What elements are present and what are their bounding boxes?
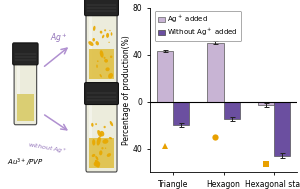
- Ellipse shape: [108, 42, 110, 43]
- Text: Ag$^+$: Ag$^+$: [50, 32, 68, 45]
- Ellipse shape: [93, 26, 95, 31]
- FancyBboxPatch shape: [13, 43, 38, 65]
- Ellipse shape: [97, 157, 98, 159]
- Ellipse shape: [104, 59, 108, 63]
- Ellipse shape: [111, 32, 112, 36]
- FancyBboxPatch shape: [86, 96, 117, 172]
- Ellipse shape: [106, 33, 109, 38]
- FancyBboxPatch shape: [85, 83, 118, 105]
- Bar: [258, 101, 274, 105]
- Ellipse shape: [95, 123, 97, 125]
- Ellipse shape: [97, 130, 102, 137]
- Bar: [89, 13, 92, 77]
- FancyBboxPatch shape: [14, 57, 37, 125]
- FancyBboxPatch shape: [86, 8, 117, 83]
- Ellipse shape: [105, 147, 106, 149]
- Ellipse shape: [92, 154, 95, 157]
- Ellipse shape: [110, 121, 113, 126]
- Ellipse shape: [88, 41, 94, 46]
- Bar: [207, 43, 224, 101]
- Ellipse shape: [104, 29, 106, 31]
- Ellipse shape: [110, 56, 112, 58]
- Bar: [274, 101, 290, 156]
- Ellipse shape: [102, 139, 108, 144]
- Ellipse shape: [100, 50, 104, 58]
- Bar: [16, 94, 34, 121]
- Ellipse shape: [95, 156, 98, 160]
- Bar: [88, 138, 115, 168]
- Text: without Ag$^+$: without Ag$^+$: [28, 140, 68, 156]
- Ellipse shape: [107, 153, 111, 157]
- Ellipse shape: [96, 64, 98, 68]
- Ellipse shape: [109, 137, 112, 139]
- Y-axis label: Percentage of production(%): Percentage of production(%): [122, 35, 131, 145]
- Bar: [224, 101, 240, 119]
- Ellipse shape: [102, 35, 104, 38]
- Ellipse shape: [106, 67, 110, 71]
- Ellipse shape: [99, 150, 102, 155]
- Ellipse shape: [103, 126, 106, 128]
- Bar: [173, 101, 189, 125]
- Ellipse shape: [103, 57, 106, 59]
- FancyBboxPatch shape: [85, 0, 118, 16]
- Ellipse shape: [100, 74, 102, 77]
- Ellipse shape: [109, 30, 111, 31]
- Ellipse shape: [97, 60, 99, 62]
- Ellipse shape: [92, 139, 95, 146]
- Ellipse shape: [94, 161, 100, 167]
- Ellipse shape: [95, 41, 99, 45]
- Ellipse shape: [101, 147, 103, 149]
- Ellipse shape: [95, 160, 100, 168]
- Ellipse shape: [95, 160, 97, 162]
- Ellipse shape: [92, 38, 95, 42]
- Bar: [89, 102, 92, 166]
- Ellipse shape: [97, 137, 101, 146]
- Bar: [17, 62, 20, 119]
- Ellipse shape: [100, 131, 104, 136]
- Legend: Ag$^+$ added, Without Ag$^+$ added: Ag$^+$ added, Without Ag$^+$ added: [155, 11, 241, 41]
- Bar: [157, 51, 173, 101]
- Ellipse shape: [100, 31, 102, 34]
- Bar: [88, 49, 115, 79]
- Text: Au$^{3+}$/PVP: Au$^{3+}$/PVP: [7, 156, 44, 169]
- Ellipse shape: [91, 123, 94, 127]
- Ellipse shape: [108, 73, 113, 79]
